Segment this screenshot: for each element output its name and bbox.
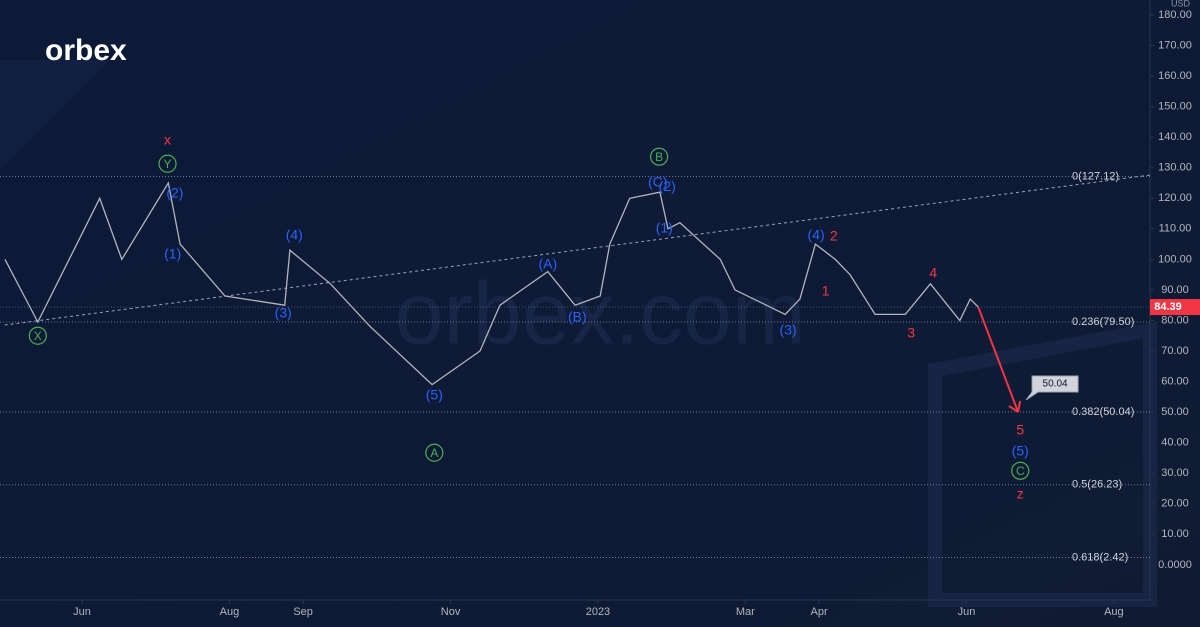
y-tick-label: 10.00	[1161, 528, 1189, 540]
y-tick-label: 50.00	[1161, 406, 1189, 418]
y-tick-label: 130.00	[1158, 162, 1192, 174]
fib-label: 0.382(50.04)	[1072, 406, 1134, 418]
y-tick-label: 70.00	[1161, 345, 1189, 357]
fib-label: 0(127.12)	[1072, 170, 1119, 182]
wave-label: (2)	[166, 184, 183, 200]
y-tick-label: 90.00	[1161, 284, 1189, 296]
wave-label: (2)	[659, 178, 676, 194]
logo: orbex	[45, 34, 127, 67]
wave-label: z	[1017, 486, 1024, 502]
wave-label: A	[430, 446, 438, 460]
fib-label: 0.5(26.23)	[1072, 479, 1122, 491]
y-tick-label: 40.00	[1161, 437, 1189, 449]
wave-label: Y	[164, 157, 172, 171]
wave-circle	[425, 443, 444, 462]
price-box	[1150, 299, 1200, 316]
x-tick-label: Nov	[441, 606, 461, 618]
y-tick-label: 160.00	[1158, 70, 1192, 82]
trendline	[4, 174, 1151, 326]
wave-label: (C)	[648, 173, 667, 189]
wave-label: (4)	[808, 227, 825, 243]
wave-label: (5)	[426, 387, 443, 403]
y-tick-label: 100.00	[1158, 253, 1192, 265]
wave-label: (A)	[539, 256, 558, 272]
watermark: orbex.com	[395, 263, 806, 362]
y-tick-label: 150.00	[1158, 101, 1192, 113]
target-callout	[1025, 375, 1079, 401]
decor	[0, 60, 110, 170]
target-label: 50.04	[1043, 379, 1068, 390]
projection	[977, 306, 1020, 413]
wave-label: (3)	[780, 322, 797, 338]
wave-label: x	[164, 132, 171, 148]
wave-circle	[28, 326, 47, 345]
x-tick-label: Apr	[811, 606, 828, 618]
fib-label: 0.618(2.42)	[1072, 551, 1128, 563]
wave-label: (B)	[568, 309, 587, 325]
wave-label: (3)	[275, 305, 292, 321]
y-tick-label: 80.00	[1161, 314, 1189, 326]
wave-circle	[650, 147, 669, 166]
wave-label: 3	[907, 325, 915, 341]
price-label: 84.39	[1154, 301, 1182, 313]
wave-label: 4	[929, 265, 937, 281]
x-tick-label: Mar	[736, 606, 755, 618]
y-tick-label: 140.00	[1158, 131, 1192, 143]
y-tick-label: 170.00	[1158, 39, 1192, 51]
y-tick-label: 30.00	[1161, 467, 1189, 479]
wave-label: 2	[830, 228, 838, 244]
wave-label: (1)	[656, 220, 673, 236]
wave-label: (1)	[164, 246, 181, 262]
arrow-head	[1008, 400, 1022, 413]
x-tick-label: Sep	[293, 606, 313, 618]
y-tick-label: 180.00	[1158, 9, 1192, 21]
x-tick-label: 2023	[586, 606, 610, 618]
x-tick-label: Jun	[73, 606, 91, 618]
wave-label: C	[1016, 464, 1025, 478]
fib-label: 0.236(79.50)	[1072, 316, 1134, 328]
y-tick-label: 20.00	[1161, 498, 1189, 510]
wave-label: (5)	[1012, 443, 1029, 459]
y-tick-label: 0.0000	[1158, 559, 1192, 571]
currency: USD	[1171, 0, 1191, 8]
wave-label: 5	[1016, 422, 1024, 438]
y-tick-label: 110.00	[1159, 223, 1192, 235]
wave-circle	[1011, 461, 1030, 480]
y-tick-label: 60.00	[1161, 375, 1189, 387]
wave-label: X	[34, 329, 42, 343]
price-line	[4, 181, 979, 386]
wave-label: B	[655, 150, 663, 164]
wave-label: (4)	[286, 227, 303, 243]
x-tick-label: Aug	[220, 606, 240, 618]
y-tick-label: 120.00	[1158, 192, 1192, 204]
x-tick-label: Aug	[1104, 606, 1124, 618]
x-tick-label: Jun	[958, 606, 976, 618]
wave-label: 1	[822, 283, 830, 299]
wave-circle	[158, 154, 177, 173]
